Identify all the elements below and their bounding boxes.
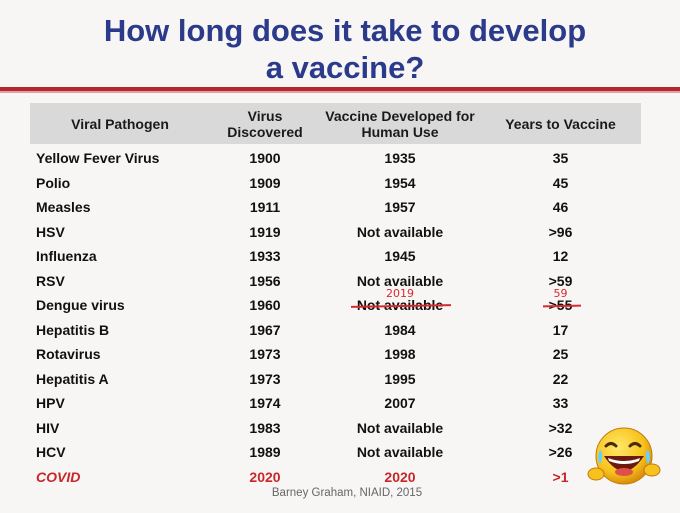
cell-developed: 1995 [384, 370, 416, 387]
cell-discovered: 1900 [249, 150, 281, 167]
cell-pathogen: Dengue virus [36, 297, 125, 314]
cell-discovered: 1989 [249, 444, 281, 461]
title-line-1: How long does it take to develop [103, 13, 587, 48]
cell-pathogen: HSV [36, 223, 65, 240]
cell-years: 45 [552, 174, 569, 191]
header-years: Years to Vaccine [505, 115, 616, 132]
cell-discovered: 1960 [249, 297, 281, 314]
correction-years: 59 [553, 287, 568, 301]
citation: Barney Graham, NIAID, 2015 [271, 487, 423, 499]
cell-years: >1 [552, 468, 569, 485]
cell-developed: Not available [356, 272, 444, 289]
cell-years: >59 [548, 272, 573, 289]
cell-pathogen: Polio [36, 174, 71, 191]
title-divider [0, 87, 680, 91]
cell-years: 17 [552, 321, 569, 338]
table-row: RSV 1956 Not available >59 [30, 269, 641, 294]
table-row: Dengue virus 1960 2019 Not available 59 >55 [30, 287, 641, 318]
cell-developed: Not available [356, 419, 444, 436]
cell-developed: 1957 [384, 199, 416, 216]
cell-pathogen: Yellow Fever Virus [36, 150, 160, 167]
laughing-face-icon [587, 427, 661, 485]
table-row: Rotavirus 1973 1998 25 [30, 342, 641, 367]
cell-years: 33 [552, 395, 569, 412]
header-pathogen: Viral Pathogen [71, 115, 169, 132]
cell-developed: 1935 [384, 150, 416, 167]
cell-years: 59 >55 [480, 287, 641, 318]
cell-pathogen: Rotavirus [36, 346, 101, 363]
cell-discovered: 1909 [249, 174, 281, 191]
cell-pathogen: Measles [36, 199, 91, 216]
table-row: Yellow Fever Virus 1900 1935 35 [30, 146, 641, 171]
table-row: Influenza 1933 1945 12 [30, 244, 641, 269]
cell-years: 25 [552, 346, 569, 363]
correction-developed: 2019 [386, 287, 414, 301]
cell-years: 46 [552, 199, 569, 216]
table-row: Hepatitis B 1967 1984 17 [30, 318, 641, 343]
table-row: HCV 1989 Not available >26 [30, 440, 641, 465]
table-row: HPV 1974 2007 33 [30, 391, 641, 416]
cell-years: >26 [548, 444, 573, 461]
cell-pathogen: Influenza [36, 248, 97, 265]
cell-years: >32 [548, 419, 573, 436]
cell-pathogen: HIV [36, 419, 60, 436]
table-row: Measles 1911 1957 46 [30, 195, 641, 220]
cell-developed: Not available [356, 223, 444, 240]
table-header: Viral Pathogen Virus Discovered Vaccine … [30, 103, 641, 144]
cell-years: 35 [552, 150, 569, 167]
table-row: HSV 1919 Not available >96 [30, 220, 641, 245]
cell-discovered: 1973 [249, 370, 281, 387]
cell-pathogen: Hepatitis A [36, 370, 109, 387]
cell-developed: 2019 Not available [320, 287, 480, 318]
title-line-2: a vaccine? [265, 50, 425, 85]
cell-discovered: 1933 [249, 248, 281, 265]
cell-years: 12 [552, 248, 569, 265]
cell-developed: 2007 [384, 395, 416, 412]
cell-discovered: 1974 [249, 395, 281, 412]
table-row: Polio 1909 1954 45 [30, 171, 641, 196]
cell-discovered: 2020 [249, 468, 281, 485]
cell-pathogen: HCV [36, 444, 66, 461]
cell-discovered: 1983 [249, 419, 281, 436]
header-developed: Vaccine Developed for Human Use [320, 103, 480, 144]
title-divider-shadow [0, 91, 680, 93]
table-row: Hepatitis A 1973 1995 22 [30, 367, 641, 392]
cell-pathogen: RSV [36, 272, 65, 289]
cell-discovered: 1956 [249, 272, 281, 289]
cell-developed: 2020 [384, 468, 416, 485]
cell-pathogen: Hepatitis B [36, 321, 110, 338]
cell-discovered: 1973 [249, 346, 281, 363]
cell-developed: 1998 [384, 346, 416, 363]
header-discovered: Virus Discovered [210, 103, 320, 144]
cell-developed: 1954 [384, 174, 416, 191]
header-discovered-label: Virus Discovered [227, 107, 303, 140]
header-developed-label: Vaccine Developed for Human Use [325, 107, 475, 140]
vaccine-table: Yellow Fever Virus 1900 1935 35 Polio 1909 195… [30, 146, 641, 489]
table-row: COVID 2020 2020 >1 [30, 465, 641, 490]
cell-years: 22 [552, 370, 569, 387]
cell-pathogen: HPV [36, 395, 65, 412]
cell-discovered: 1911 [249, 199, 281, 216]
cell-discovered: 1967 [249, 321, 281, 338]
cell-pathogen: COVID [36, 468, 81, 485]
cell-years: >96 [548, 223, 573, 240]
table-row: HIV 1983 Not available >32 [30, 416, 641, 441]
cell-discovered: 1919 [249, 223, 281, 240]
page-title: How long does it take to develop a vacci… [0, 12, 680, 86]
cell-developed: 1945 [384, 248, 416, 265]
cell-developed: 1984 [384, 321, 416, 338]
cell-developed: Not available [356, 444, 444, 461]
